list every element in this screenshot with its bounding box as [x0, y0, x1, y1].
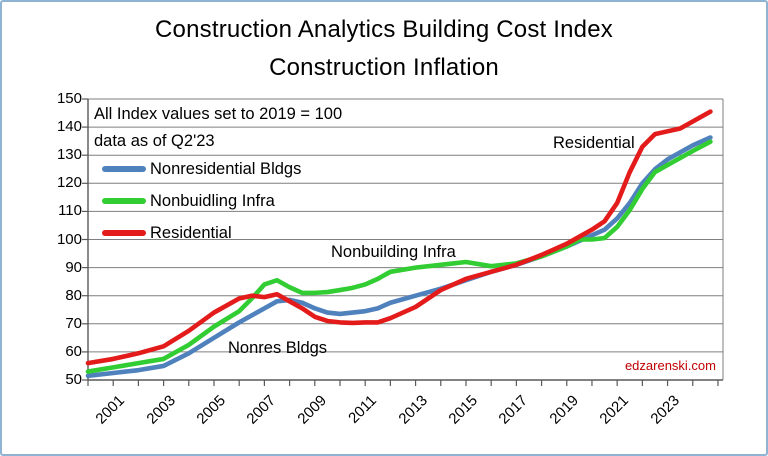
series-line-nonresidential-bldgs [85, 135, 713, 379]
x-axis-label: 2015 [445, 392, 481, 428]
x-axis-label: 2019 [546, 392, 582, 428]
x-axis-label: 2009 [294, 392, 330, 428]
annotation-nonres-bldgs: Nonres Bldgs [228, 339, 328, 357]
chart-title: Construction Analytics Building Cost Ind… [155, 16, 613, 43]
y-axis-label: 140 [56, 118, 82, 136]
series-line-residential [85, 109, 713, 366]
y-axis-label: 80 [65, 286, 82, 304]
legend-line-swatch [102, 166, 146, 172]
chart-subtitle: Construction Inflation [269, 54, 499, 81]
legend-item: Residential [102, 222, 301, 244]
x-axis-label: 2001 [92, 392, 129, 428]
y-axis-label: 130 [56, 146, 82, 164]
line-chart-plot-area [82, 98, 724, 386]
annotation-nonbuilding-infra: Nonbuilding Infra [331, 243, 456, 261]
x-axis-label: 2007 [243, 392, 280, 428]
legend-label: Residential [150, 223, 232, 242]
y-axis-label: 110 [58, 202, 82, 220]
x-axis-label: 2023 [646, 392, 683, 428]
y-axis-label: 50 [65, 371, 82, 388]
y-axis-label: 60 [65, 342, 82, 360]
legend-item: Nonbuidling Infra [102, 190, 301, 212]
legend-line-swatch [102, 198, 146, 204]
series-line-nonbuidling-infra [85, 139, 713, 374]
x-axis-label: 2005 [193, 392, 230, 428]
x-axis-label: 2021 [596, 392, 633, 428]
legend-line-swatch [102, 230, 146, 236]
annotation-residential: Residential [553, 134, 635, 152]
legend-label: Nonresidential Bldgs [150, 159, 302, 178]
y-axis-label: 70 [65, 314, 82, 332]
index-note: All Index values set to 2019 = 100 [94, 105, 343, 123]
legend-label: Nonbuidling Infra [150, 191, 275, 210]
y-axis-label: 90 [65, 258, 82, 276]
watermark-edzarenski: edzarenski.com [624, 358, 716, 373]
y-axis-label: 100 [56, 230, 82, 248]
y-axis-label: 120 [56, 174, 82, 192]
data-asof-note: data as of Q2'23 [94, 132, 215, 150]
legend-item: Nonresidential Bldgs [102, 158, 301, 180]
y-axis-label: 150 [56, 90, 82, 107]
x-axis-label: 2003 [142, 392, 179, 428]
x-axis-label: 2017 [495, 392, 532, 428]
legend: Nonresidential Bldgs Nonbuidling Infra Res… [102, 158, 301, 254]
x-axis-label: 2013 [394, 392, 431, 428]
x-axis-label: 2011 [345, 392, 381, 427]
